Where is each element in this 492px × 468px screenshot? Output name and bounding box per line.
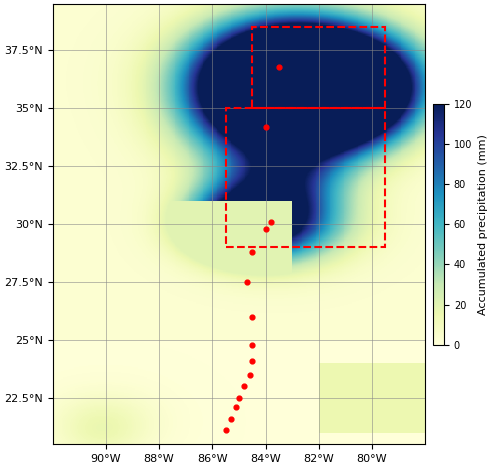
Point: [262, 225, 270, 233]
Point: [232, 403, 240, 411]
Point: [240, 382, 248, 390]
Y-axis label: Accumulated precipitation (mm): Accumulated precipitation (mm): [478, 134, 488, 314]
Point: [246, 371, 253, 379]
Point: [222, 426, 230, 434]
Point: [262, 123, 270, 131]
Point: [248, 248, 256, 256]
Point: [235, 394, 243, 402]
Point: [275, 63, 283, 70]
Point: [227, 415, 235, 423]
Bar: [252, 27, 385, 109]
Point: [243, 278, 251, 286]
Point: [248, 357, 256, 365]
Point: [248, 313, 256, 321]
Point: [267, 218, 275, 226]
Bar: [226, 109, 385, 247]
Point: [248, 341, 256, 348]
